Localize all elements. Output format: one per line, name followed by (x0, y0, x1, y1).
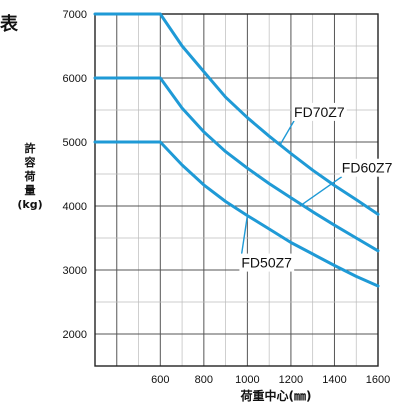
series-labels: FD70Z7 FD60Z7 FD50Z7 (239, 102, 395, 272)
x-tick-labels: 600 800 1000 1200 1400 1600 (151, 374, 390, 386)
x-axis-label: 荷重中心(㎜) (240, 388, 312, 403)
y-axis-label-part: 許 (25, 141, 36, 155)
series-line (93, 76, 380, 253)
y-axis-label-part: 荷 (24, 169, 36, 183)
x-tick-label: 1600 (366, 374, 390, 386)
y-tick-label: 5000 (63, 137, 87, 149)
grid (94, 13, 379, 367)
y-tick-label: 7000 (63, 9, 87, 21)
x-tick-label: 1200 (279, 374, 303, 386)
series-label-leader (279, 120, 295, 146)
series-lines (93, 12, 380, 288)
series-label-leader (301, 176, 343, 206)
plot-frame (94, 13, 379, 367)
series-label: FD70Z7 (294, 104, 345, 120)
x-tick-label: 1000 (235, 374, 259, 386)
y-tick-label: 4000 (63, 201, 87, 213)
series-label: FD60Z7 (342, 160, 393, 176)
y-axis-label-part: 容 (24, 155, 36, 169)
series-label: FD50Z7 (241, 255, 292, 271)
series-label-background (339, 158, 395, 177)
y-tick-label: 3000 (63, 265, 87, 277)
y-axis-label-part: (kg) (17, 198, 42, 211)
series-line (93, 140, 380, 288)
y-axis-label-part: 量 (25, 184, 36, 197)
series-line (93, 12, 380, 216)
x-tick-label: 600 (151, 374, 169, 386)
corner-label: 表 (0, 13, 19, 35)
y-tick-labels: 2000 3000 4000 5000 6000 7000 (63, 9, 87, 341)
y-tick-label: 6000 (63, 73, 87, 85)
x-tick-label: 1400 (322, 374, 346, 386)
series-label-background (239, 253, 295, 272)
y-tick-label: 2000 (63, 329, 87, 341)
series-label-leader (240, 215, 249, 256)
x-tick-label: 800 (195, 374, 213, 386)
series-label-background (292, 102, 347, 121)
